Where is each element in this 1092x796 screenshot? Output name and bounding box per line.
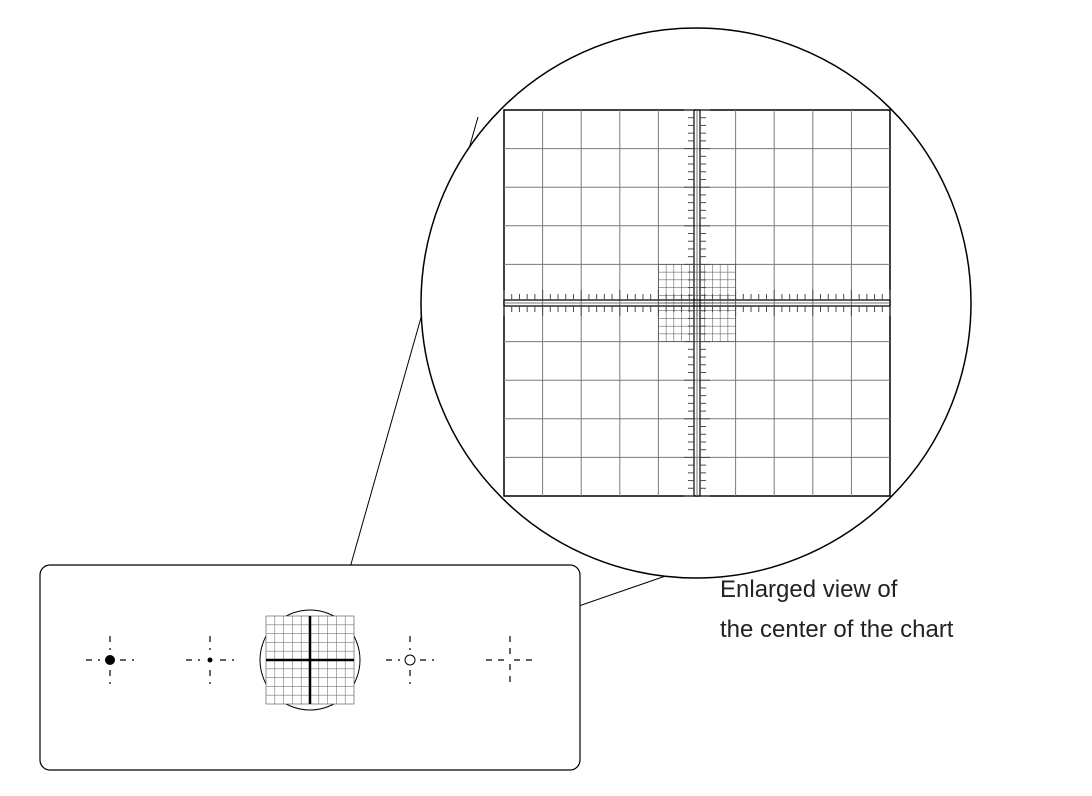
calibration-diagram: Enlarged view of the center of the chart… (0, 0, 1092, 796)
diagram-svg (0, 0, 1092, 796)
